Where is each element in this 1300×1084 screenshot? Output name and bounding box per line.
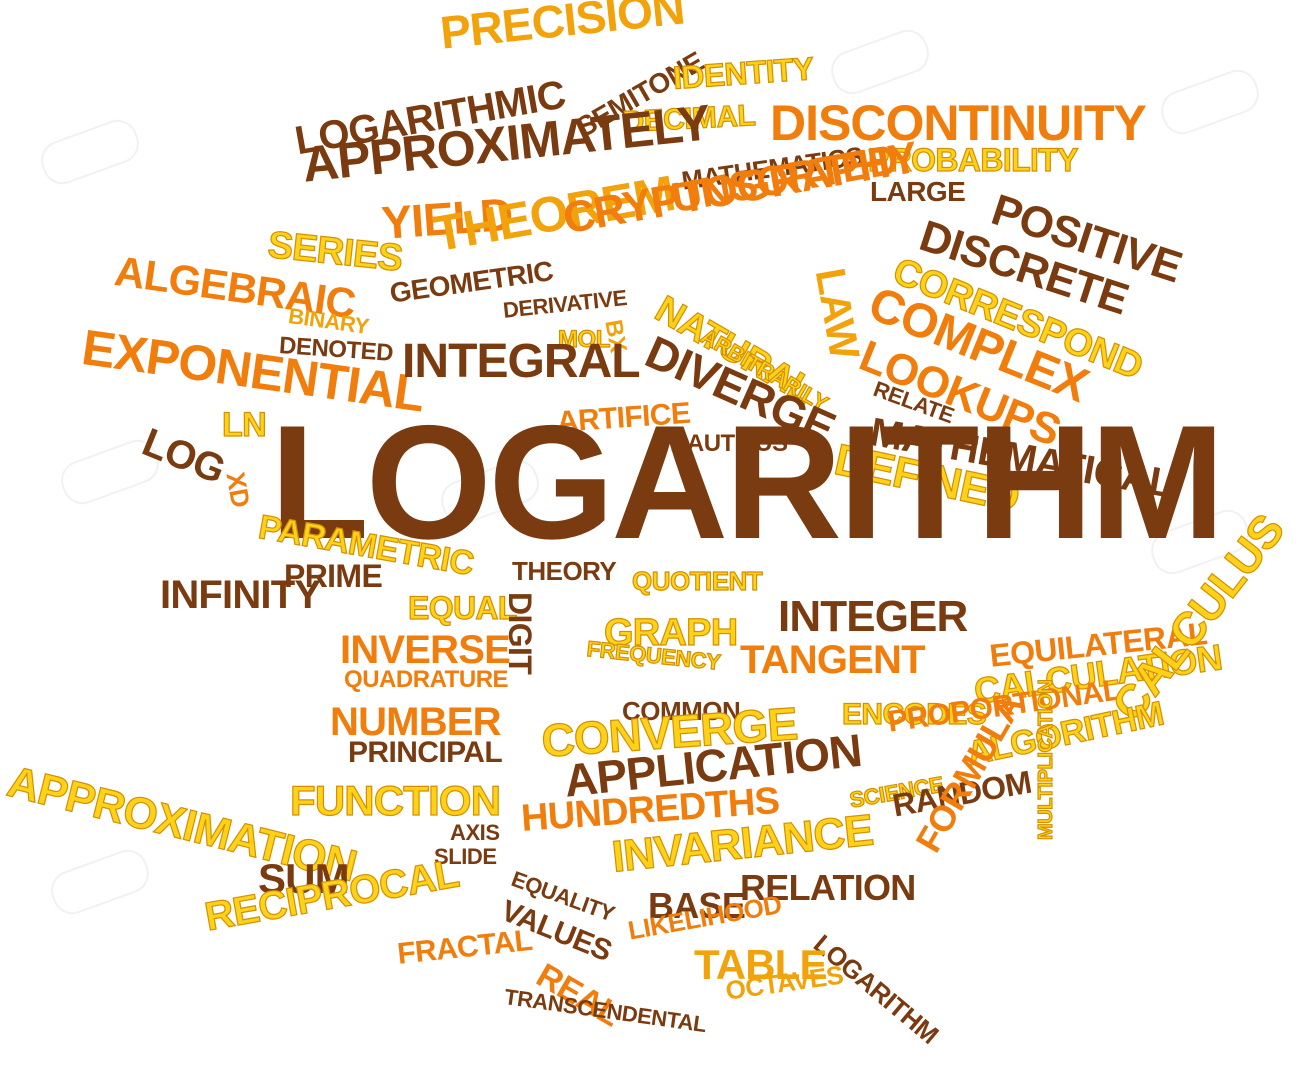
- word-probability: PROBABILITY: [867, 142, 1079, 178]
- word-integral: INTEGRAL: [402, 335, 641, 388]
- word-quadrature: QUADRATURE: [344, 666, 509, 693]
- word-fractal: FRACTAL: [395, 923, 534, 971]
- watermark-badge: [1155, 64, 1265, 140]
- watermark-badge: [825, 24, 935, 100]
- word-base: BASE: [648, 885, 746, 926]
- word-sum: SUM: [258, 855, 350, 902]
- word-discontinuity: DISCONTINUITY: [770, 95, 1147, 151]
- word-equal: EQUAL: [407, 590, 518, 626]
- word-axis: AXIS: [450, 820, 500, 845]
- word-table: TABLE: [694, 941, 828, 988]
- word-infinity: INFINITY: [160, 573, 321, 617]
- word-xd: XD: [220, 469, 257, 510]
- word-function: FUNCTION: [289, 777, 501, 824]
- word-common: COMMON: [622, 696, 741, 726]
- word-inverse: INVERSE: [340, 628, 511, 672]
- word-large: LARGE: [870, 176, 966, 207]
- word-relation: RELATION: [740, 867, 916, 908]
- word-ln: LN: [221, 406, 267, 444]
- watermark-badge: [45, 844, 155, 920]
- word-prime: PRIME: [284, 558, 383, 594]
- word-theory: THEORY: [512, 556, 617, 586]
- word-principal: PRINCIPAL: [348, 736, 503, 769]
- word-quotient: QUOTIENT: [631, 566, 763, 596]
- word-log: LOG: [136, 420, 231, 493]
- watermark-badge: [35, 114, 145, 190]
- word-law: LAW: [806, 264, 869, 363]
- word-precision: PRECISION: [437, 0, 687, 59]
- word-integer: INTEGER: [778, 592, 968, 641]
- word-slide: SLIDE: [434, 844, 497, 869]
- word-multiplication: MULTIPLICATION: [1034, 679, 1057, 841]
- word-nautilus: NAUTILUS: [670, 430, 788, 457]
- word-graph: GRAPH: [603, 612, 738, 654]
- word-mol: MOL: [557, 326, 611, 353]
- word-logarithm: LOGARITHM: [270, 392, 1225, 573]
- word-derivative: DERIVATIVE: [501, 285, 629, 323]
- word-encodes: ENCODES: [841, 698, 987, 731]
- word-tangent: TANGENT: [740, 638, 926, 682]
- word-identity: IDENTITY: [671, 50, 815, 97]
- word-number: NUMBER: [330, 700, 502, 744]
